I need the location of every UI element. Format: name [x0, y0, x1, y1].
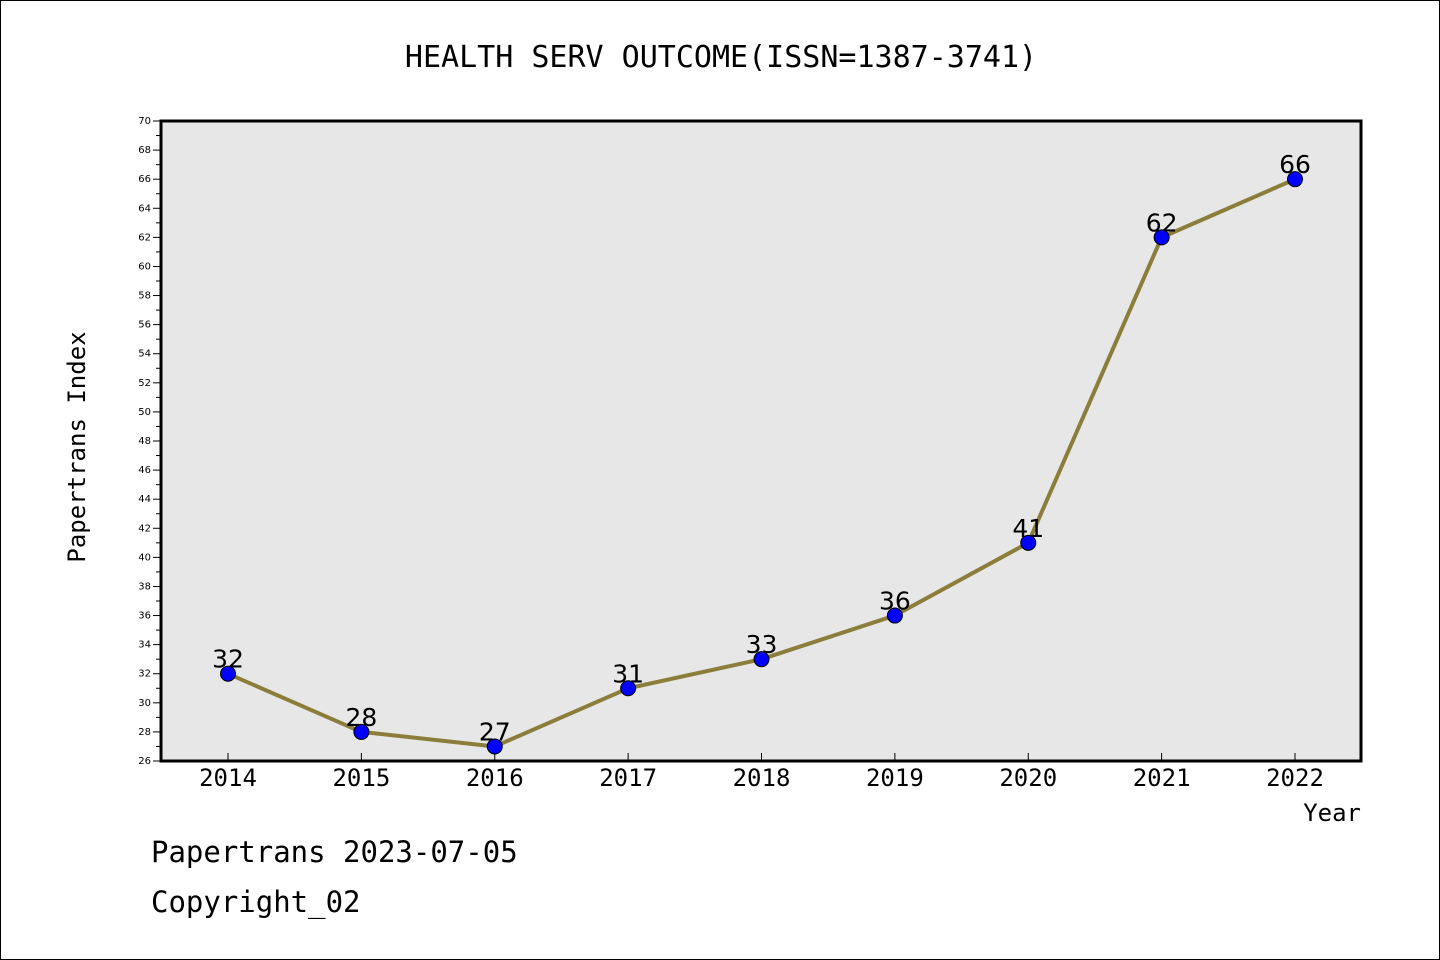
y-tick-label: 56 [138, 320, 151, 331]
data-point-marker [1287, 171, 1303, 188]
y-tick-label: 38 [138, 581, 151, 592]
data-label: 27 [479, 717, 511, 746]
y-tick-label: 46 [138, 465, 151, 476]
footer-copyright-text: Copyright_02 [151, 885, 361, 919]
x-tick-label: 2018 [733, 764, 791, 792]
x-tick-label: 2016 [466, 764, 524, 792]
y-tick-label: 52 [138, 378, 151, 389]
y-tick-label: 44 [138, 494, 151, 505]
y-tick-label: 70 [138, 116, 151, 127]
y-tick-label: 30 [138, 698, 151, 709]
y-tick-label: 32 [138, 669, 151, 680]
data-label: 28 [345, 703, 377, 732]
y-tick-label: 42 [138, 523, 151, 534]
x-tick-label: 2020 [999, 764, 1057, 792]
data-point-marker [353, 723, 370, 740]
x-axis-label: Year [1303, 799, 1361, 827]
x-tick-label: 2022 [1266, 764, 1324, 792]
data-point-marker [620, 680, 637, 697]
y-tick-label: 66 [138, 174, 151, 185]
x-axis: 2014 2015 2016 2017 2018 2019 2020 2021 2022 [199, 753, 1324, 792]
y-tick-label: 34 [138, 640, 151, 651]
y-axis: 26 28 30 32 34 36 38 40 42 44 46 48 50 52 54 56 58 60 62 64… [138, 116, 161, 767]
data-label: 66 [1279, 150, 1311, 179]
data-point-marker [886, 607, 903, 624]
x-tick-label: 2019 [866, 764, 924, 792]
series-layer: 32 28 27 31 33 36 41 62 66 [212, 150, 1311, 755]
y-tick-label: 68 [138, 145, 151, 156]
data-label: 36 [879, 587, 911, 616]
data-point-marker [753, 651, 770, 668]
data-point-marker [486, 738, 503, 755]
y-tick-label: 28 [138, 727, 151, 738]
data-label: 31 [612, 659, 644, 688]
y-tick-label: 26 [138, 756, 151, 767]
x-tick-label: 2014 [199, 764, 257, 792]
y-tick-label: 54 [138, 349, 151, 360]
data-point-marker [220, 665, 236, 682]
data-label: 32 [212, 645, 244, 674]
y-axis-label: Papertrans Index [63, 331, 91, 562]
y-tick-label: 58 [138, 291, 151, 302]
data-label: 33 [746, 630, 778, 659]
y-tick-label: 48 [138, 436, 151, 447]
footer-date-text: Papertrans 2023-07-05 [151, 835, 518, 869]
y-tick-label: 36 [138, 611, 151, 622]
data-label: 62 [1146, 208, 1178, 237]
x-tick-label: 2015 [332, 764, 390, 792]
y-tick-label: 60 [138, 261, 151, 272]
chart-title: HEALTH SERV OUTCOME(ISSN=1387-3741) [405, 40, 1037, 75]
data-point-marker [1153, 229, 1170, 246]
y-tick-label: 62 [138, 232, 151, 243]
x-tick-label: 2021 [1133, 764, 1191, 792]
data-point-marker [1020, 534, 1037, 551]
x-tick-label: 2017 [599, 764, 657, 792]
y-tick-label: 50 [138, 407, 151, 418]
y-tick-label: 40 [138, 552, 151, 563]
y-tick-label: 64 [138, 203, 151, 214]
data-label: 41 [1012, 514, 1044, 543]
